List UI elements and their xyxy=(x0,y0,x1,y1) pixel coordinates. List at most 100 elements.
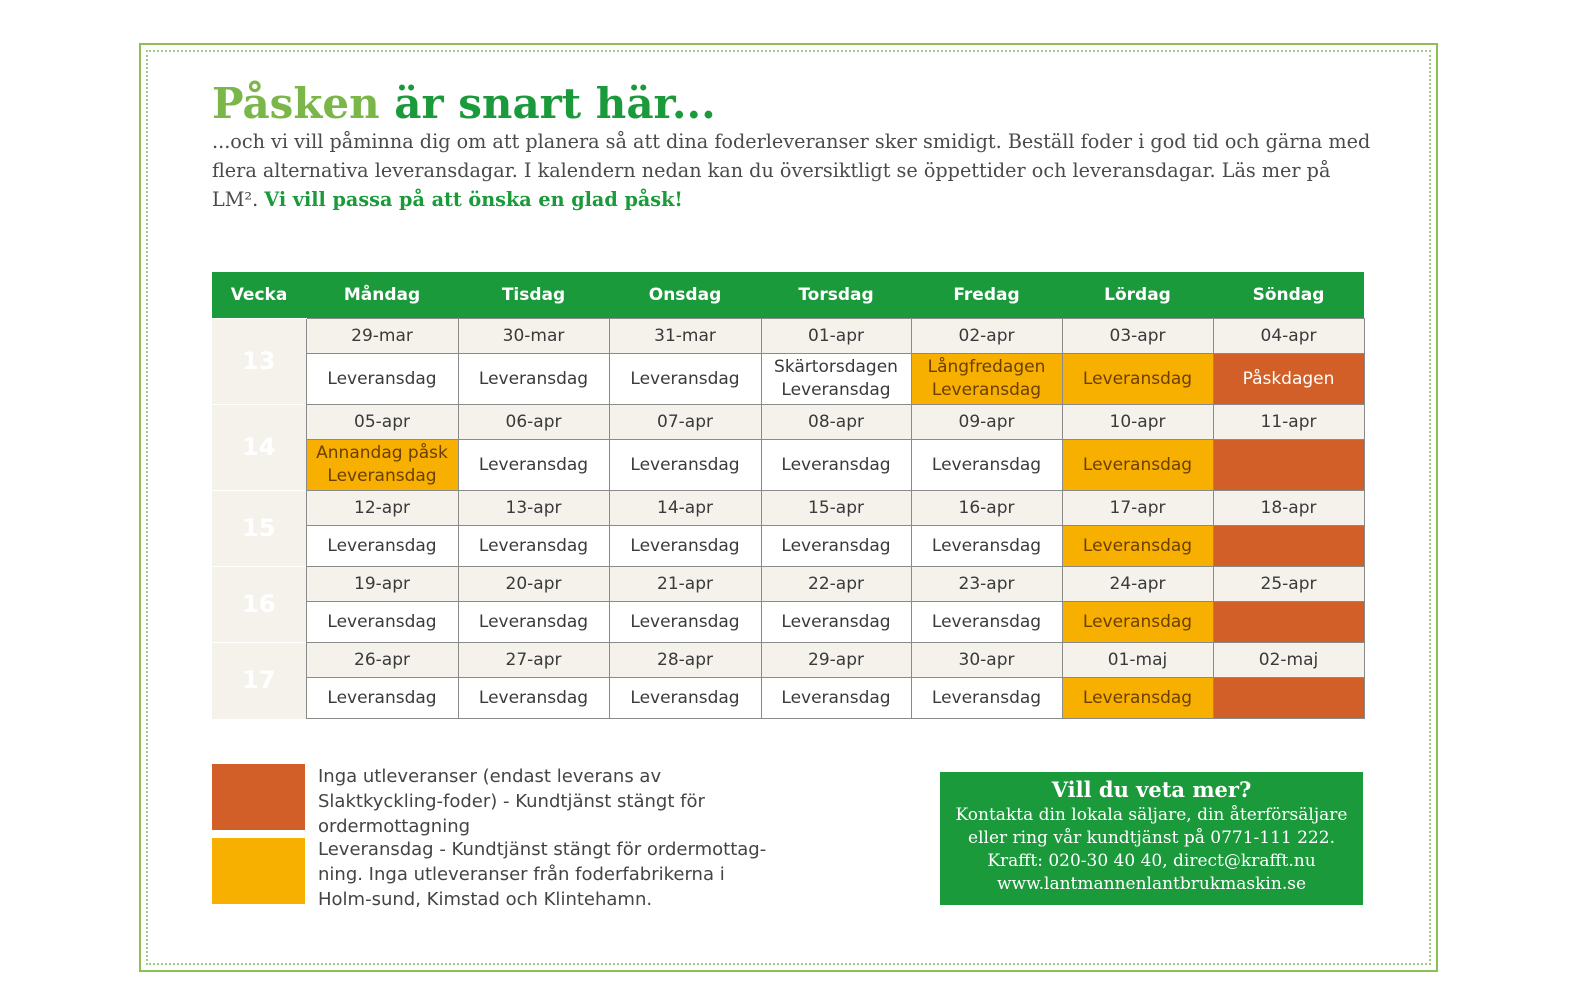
date-cell: 07-apr xyxy=(608,404,762,440)
header-week: Vecka xyxy=(212,272,306,319)
week-status-row: Leveransdag Leveransdag Leveransdag Leveran… xyxy=(212,601,1365,643)
status-cell: Leveransdag xyxy=(608,525,762,567)
date-cell: 30-mar xyxy=(457,318,610,354)
legend-swatch-orange xyxy=(212,764,305,830)
calendar-header-row: Vecka Måndag Tisdag Onsdag Torsdag Freda… xyxy=(212,272,1364,319)
status-cell: Leveransdag xyxy=(305,601,459,643)
outer-border xyxy=(139,43,1438,972)
week-date-row: 13 29-mar 30-mar 31-mar 01-apr 02-apr 03-apr 04… xyxy=(212,318,1365,405)
status-cell: Leveransdag xyxy=(760,677,912,719)
date-cell: 28-apr xyxy=(608,642,762,678)
header-saturday: Lördag xyxy=(1062,272,1213,319)
week-number: 14 xyxy=(212,404,306,491)
date-cell: 02-maj xyxy=(1212,642,1365,678)
date-cell: 01-maj xyxy=(1061,642,1214,678)
week-date-row: 15 12-apr 13-apr 14-apr 15-apr 16-apr 17-apr 18… xyxy=(212,490,1365,567)
week-number: 13 xyxy=(212,318,306,405)
header-thursday: Torsdag xyxy=(761,272,911,319)
status-cell: Leveransdag xyxy=(910,677,1063,719)
status-cell: Leveransdag xyxy=(608,439,762,491)
status-cell: Leveransdag xyxy=(305,353,459,405)
date-cell: 19-apr xyxy=(305,566,459,602)
week-number: 17 xyxy=(212,642,306,719)
status-cell xyxy=(1212,439,1365,491)
week-date-row: 16 19-apr 20-apr 21-apr 22-apr 23-apr 24-apr 25… xyxy=(212,566,1365,643)
info-line-1: Kontakta din lokala säljare, din återför… xyxy=(955,805,1348,825)
date-cell: 30-apr xyxy=(910,642,1063,678)
info-line-4: www.lantmannenlantbrukmaskin.se xyxy=(996,874,1307,894)
date-cell: 15-apr xyxy=(760,490,912,526)
week-status-row: Leveransdag Leveransdag Leveransdag Leveran… xyxy=(212,677,1365,719)
dotted-inner-border xyxy=(146,50,1431,965)
header-tuesday: Tisdag xyxy=(458,272,609,319)
status-cell: Leveransdag xyxy=(1061,439,1214,491)
date-cell: 16-apr xyxy=(910,490,1063,526)
status-cell: Leveransdag xyxy=(910,525,1063,567)
status-cell xyxy=(1212,677,1365,719)
status-cell: Leveransdag xyxy=(910,439,1063,491)
header-sunday: Söndag xyxy=(1213,272,1364,319)
info-title: Vill du veta mer? xyxy=(1051,777,1252,802)
date-cell: 10-apr xyxy=(1061,404,1214,440)
status-cell: Leveransdag xyxy=(1061,353,1214,405)
status-cell: Annandag påsk Leveransdag xyxy=(305,439,459,491)
status-cell: Leveransdag xyxy=(608,601,762,643)
info-line-3: Krafft: 020-30 40 40, direct@krafft.nu xyxy=(987,851,1316,871)
intro-paragraph: ...och vi vill påminna dig om att planer… xyxy=(212,127,1372,214)
date-cell: 04-apr xyxy=(1212,318,1365,354)
status-cell xyxy=(1212,525,1365,567)
title-part-paasken: Påsken xyxy=(212,79,380,128)
status-cell: Leveransdag xyxy=(457,525,610,567)
status-cell: Leveransdag xyxy=(305,525,459,567)
week-status-row: Annandag påsk Leveransdag Leveransdag Leve… xyxy=(212,439,1365,491)
info-line-2: eller ring vår kundtjänst på 0771-111 22… xyxy=(968,828,1335,848)
status-cell: Leveransdag xyxy=(608,353,762,405)
status-cell: Leveransdag xyxy=(305,677,459,719)
date-cell: 11-apr xyxy=(1212,404,1365,440)
delivery-calendar: Vecka Måndag Tisdag Onsdag Torsdag Freda… xyxy=(212,272,1365,719)
legend-text-yellow: Leveransdag - Kundtjänst stängt för orde… xyxy=(318,839,767,910)
header-friday: Fredag xyxy=(911,272,1062,319)
status-cell: Leveransdag xyxy=(457,439,610,491)
date-cell: 31-mar xyxy=(608,318,762,354)
contact-info-box: Vill du veta mer? Kontakta din lokala sä… xyxy=(940,772,1363,905)
date-cell: 29-mar xyxy=(305,318,459,354)
date-cell: 09-apr xyxy=(910,404,1063,440)
date-cell: 02-apr xyxy=(910,318,1063,354)
week-status-row: Leveransdag Leveransdag Leveransdag Leveran… xyxy=(212,525,1365,567)
status-cell: Långfredagen Leveransdag xyxy=(910,353,1063,405)
date-cell: 13-apr xyxy=(457,490,610,526)
date-cell: 17-apr xyxy=(1061,490,1214,526)
title-part-rest: är snart här... xyxy=(379,79,716,128)
status-cell: Leveransdag xyxy=(1061,601,1214,643)
week-date-row: 17 26-apr 27-apr 28-apr 29-apr 30-apr 01-maj 02… xyxy=(212,642,1365,719)
intro-text: ...och vi vill påminna dig om att planer… xyxy=(212,130,1371,211)
date-cell: 05-apr xyxy=(305,404,459,440)
date-cell: 23-apr xyxy=(910,566,1063,602)
date-cell: 12-apr xyxy=(305,490,459,526)
date-cell: 25-apr xyxy=(1212,566,1365,602)
status-cell: Leveransdag xyxy=(608,677,762,719)
status-cell: Leveransdag xyxy=(760,439,912,491)
date-cell: 21-apr xyxy=(608,566,762,602)
legend-swatch-yellow xyxy=(212,838,305,904)
date-cell: 06-apr xyxy=(457,404,610,440)
date-cell: 20-apr xyxy=(457,566,610,602)
date-cell: 18-apr xyxy=(1212,490,1365,526)
status-cell: Leveransdag xyxy=(457,353,610,405)
status-cell: Påskdagen xyxy=(1212,353,1365,405)
header-monday: Måndag xyxy=(306,272,458,319)
date-cell: 03-apr xyxy=(1061,318,1214,354)
status-cell: Leveransdag xyxy=(457,601,610,643)
status-cell: Skärtorsdagen Leveransdag xyxy=(760,353,912,405)
legend-text-orange: Inga utleveranser (endast leverans av Sl… xyxy=(318,766,705,837)
date-cell: 29-apr xyxy=(760,642,912,678)
status-cell xyxy=(1212,601,1365,643)
date-cell: 14-apr xyxy=(608,490,762,526)
date-cell: 27-apr xyxy=(457,642,610,678)
easter-wish: Vi vill passa på att önska en glad påsk! xyxy=(264,188,683,211)
date-cell: 08-apr xyxy=(760,404,912,440)
status-cell: Leveransdag xyxy=(1061,677,1214,719)
week-number: 15 xyxy=(212,490,306,567)
status-cell: Leveransdag xyxy=(910,601,1063,643)
